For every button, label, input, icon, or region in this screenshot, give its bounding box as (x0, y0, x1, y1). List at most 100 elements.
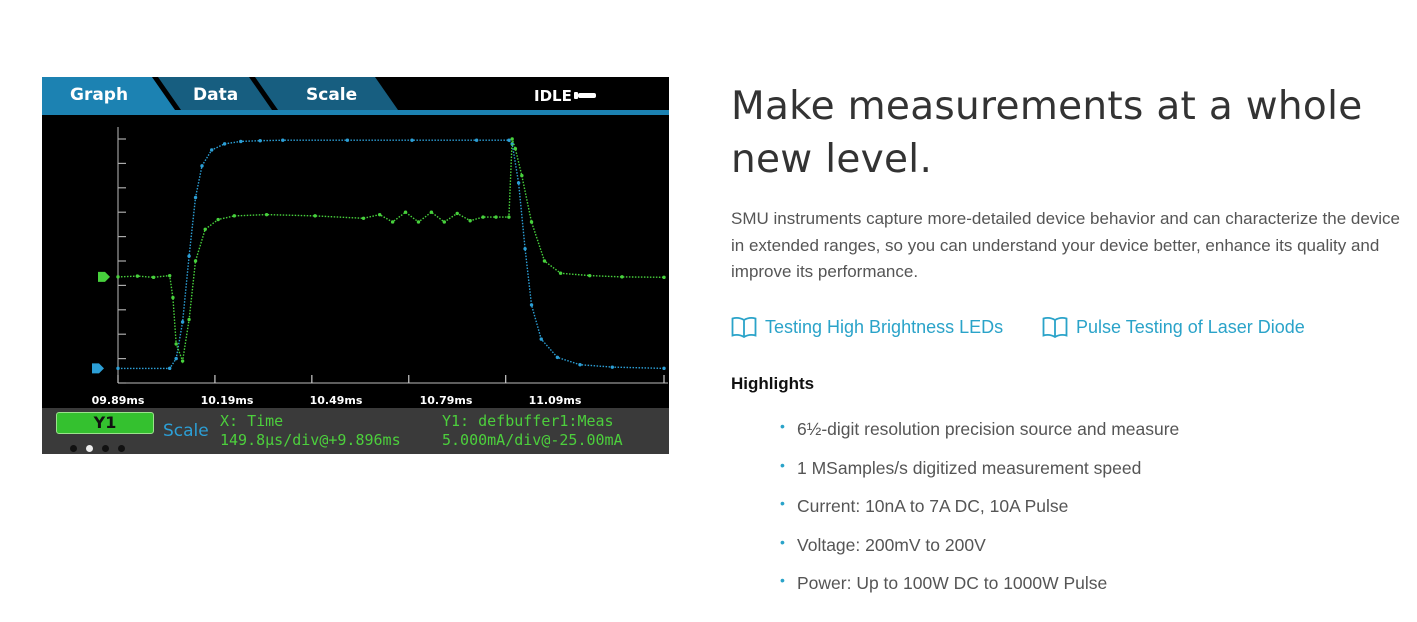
data-point (203, 227, 207, 231)
tab-data-shape[interactable] (158, 77, 272, 110)
tab-bar: Graph Data Scale IDLE (42, 77, 669, 115)
scale-button[interactable]: Scale (163, 421, 209, 441)
data-point (313, 214, 317, 218)
tab-graph[interactable]: Graph (70, 85, 129, 105)
list-item: • Current: 10nA to 7A DC, 10A Pulse (780, 495, 1179, 535)
data-point (578, 363, 582, 367)
data-point (187, 254, 191, 258)
graph-plot[interactable] (42, 115, 669, 393)
page-dot[interactable] (70, 445, 77, 452)
data-point (455, 211, 459, 216)
data-point (513, 147, 518, 151)
tab-shapes (42, 77, 669, 115)
trace-line-2 (117, 138, 665, 364)
book-icon (731, 316, 757, 338)
data-point (193, 259, 198, 263)
data-point (529, 303, 534, 307)
data-point (620, 275, 624, 279)
data-point (258, 139, 262, 143)
x-axis-title: X: Time (220, 412, 284, 430)
trace-marker-1 (92, 363, 104, 374)
link-label[interactable]: Pulse Testing of Laser Diode (1076, 316, 1305, 337)
tab-scale-shape[interactable] (255, 77, 398, 110)
bullet-icon: • (780, 495, 785, 511)
page-dot-active[interactable] (86, 445, 93, 452)
bullet-icon: • (780, 456, 785, 473)
data-point (587, 273, 592, 278)
data-point (180, 359, 185, 363)
list-item-text: Power: Up to 100W DC to 1000W Pulse (797, 573, 1108, 593)
data-point (180, 320, 185, 324)
y-axis-scale: 5.000mA/div@-25.00mA (442, 431, 623, 449)
x-tick-label: 10.49ms (309, 394, 363, 407)
trace-marker-2 (98, 271, 110, 282)
data-point (361, 216, 366, 220)
data-point (429, 210, 434, 214)
link-label[interactable]: Testing High Brightness LEDs (765, 316, 1004, 337)
data-point (507, 138, 511, 142)
data-point (151, 275, 156, 280)
x-tick-label: 10.19ms (200, 394, 254, 407)
trace-line-1 (118, 139, 665, 370)
book-icon (1042, 316, 1068, 338)
page-indicator[interactable] (70, 439, 134, 454)
bullet-icon: • (780, 418, 785, 434)
list-item: • 1 MSamples/s digitized measurement spee… (780, 456, 1179, 497)
tab-data[interactable]: Data (193, 85, 239, 105)
data-point (264, 212, 269, 217)
data-point (232, 214, 237, 218)
data-point (174, 342, 178, 346)
list-item: • 6½-digit resolution precision source an… (780, 418, 1180, 458)
tab-underline (42, 110, 669, 115)
data-point (516, 181, 521, 185)
list-item-text: Current: 10nA to 7A DC, 10A Pulse (797, 496, 1069, 516)
data-point (209, 148, 214, 152)
x-tick-label: 09.89ms (91, 394, 145, 407)
tab-scale[interactable]: Scale (306, 85, 358, 105)
data-point (345, 138, 350, 142)
list-item: • Power: Up to 100W DC to 1000W Pulse (780, 572, 1179, 612)
data-point (558, 271, 563, 275)
data-point (222, 142, 227, 146)
list-item: • Voltage: 200mV to 200V (780, 533, 1179, 574)
arrow-icon (574, 92, 596, 99)
data-point (390, 220, 395, 224)
data-point (171, 295, 175, 300)
page-dot[interactable] (118, 445, 125, 452)
data-point (281, 138, 285, 142)
graph-footer: Y1 Scale X: Time 149.8µs/div@+9.896ms Y1… (42, 408, 669, 454)
x-tick-label: 11.09ms (528, 394, 582, 407)
trace-y1-button[interactable]: Y1 (56, 412, 154, 434)
tab-graph-shape[interactable] (42, 77, 175, 110)
y-axis-title: Y1: defbuffer1:Meas (442, 412, 614, 430)
page-dot[interactable] (102, 445, 109, 452)
data-point (529, 220, 534, 224)
data-point (542, 259, 547, 263)
link-pulse-laser-diode[interactable]: Pulse Testing of Laser Diode (1042, 316, 1305, 338)
data-point (442, 220, 447, 224)
bullet-icon: • (780, 572, 785, 588)
data-point (481, 215, 485, 219)
data-point (377, 212, 382, 217)
status-text: IDLE (534, 87, 572, 105)
bullet-icon: • (780, 533, 785, 550)
data-point (520, 173, 524, 178)
data-point (662, 366, 666, 371)
data-point (167, 366, 172, 371)
data-point (187, 317, 191, 322)
link-testing-leds[interactable]: Testing High Brightness LEDs (731, 316, 1003, 338)
intro-paragraph: SMU instruments capture more-detailed de… (731, 209, 1401, 281)
data-point (468, 219, 472, 223)
instrument-screen: Graph Data Scale IDLE 09.89ms 10.19ms 10… (42, 77, 669, 454)
data-point (216, 217, 220, 222)
data-point (403, 210, 408, 214)
data-point (474, 138, 479, 142)
list-item-text: Voltage: 200mV to 200V (797, 534, 986, 555)
data-point (174, 356, 178, 361)
list-item-text: 6½-digit resolution precision source and… (797, 419, 1180, 439)
data-point (193, 195, 198, 200)
data-point (410, 138, 414, 142)
highlights-list: • 6½-digit resolution precision source an… (780, 418, 1180, 612)
data-point (200, 164, 204, 168)
x-axis-scale: 149.8µs/div@+9.896ms (220, 431, 401, 449)
